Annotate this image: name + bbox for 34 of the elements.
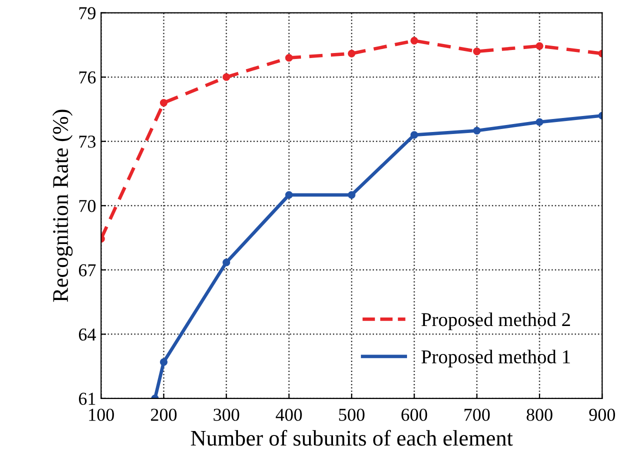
point [536,118,544,126]
point [410,36,418,44]
point [222,258,230,266]
x-tick-label: 600 [401,408,428,421]
x-tick-label: 500 [339,408,364,421]
point [348,191,356,199]
y-tick-label: 61 [78,392,96,405]
point [473,48,481,56]
point [473,126,481,134]
y-tick-label: 70 [79,200,96,212]
y-tick-label: 76 [79,71,96,84]
x-tick-label: 400 [276,408,302,421]
y-tick-label: 79 [79,7,96,20]
point [222,73,230,81]
point [160,358,168,366]
x-tick-label: 700 [464,408,490,421]
point [285,191,293,199]
y-tick-label: 73 [79,136,96,148]
y-tick-label: 67 [78,264,96,276]
point [348,50,356,58]
point [536,42,544,50]
x-tick-label: 300 [214,408,240,421]
legend-label: Proposed method 1 [421,350,570,368]
x-tick-label: 800 [526,408,552,421]
x-tick-label: 200 [150,408,177,421]
y-tick-label: 64 [78,328,96,341]
point [410,131,418,139]
point [160,98,168,107]
legend-label: Proposed method 2 [421,312,570,330]
point [285,54,293,62]
y-axis-title: Recognition Rate (%) [52,110,73,302]
x-axis-title: Number of subunits of each element [190,430,513,446]
x-tick-label: 900 [589,408,616,421]
x-tick-label: 100 [89,408,114,421]
